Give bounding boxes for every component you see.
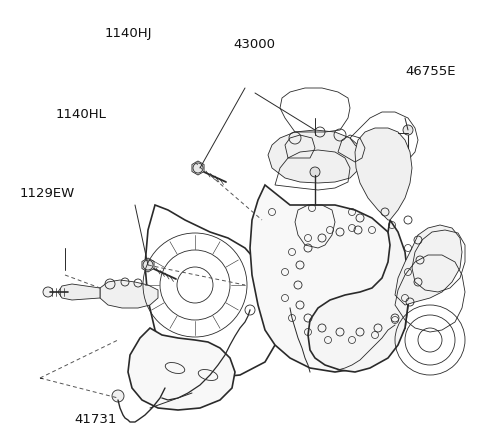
Polygon shape	[250, 185, 408, 372]
Text: 43000: 43000	[233, 38, 276, 51]
Text: 41731: 41731	[75, 413, 117, 426]
Polygon shape	[395, 225, 462, 305]
Circle shape	[310, 167, 320, 177]
Circle shape	[43, 287, 53, 297]
Polygon shape	[128, 328, 235, 410]
Text: 46755E: 46755E	[406, 65, 456, 78]
Polygon shape	[355, 128, 412, 220]
Text: 1129EW: 1129EW	[19, 187, 74, 200]
Circle shape	[112, 390, 124, 402]
Polygon shape	[100, 280, 158, 308]
Circle shape	[403, 125, 413, 135]
Polygon shape	[192, 161, 204, 175]
Polygon shape	[308, 220, 408, 372]
Text: 1140HL: 1140HL	[55, 108, 106, 121]
Polygon shape	[142, 258, 154, 272]
Text: 1140HJ: 1140HJ	[105, 27, 152, 40]
Polygon shape	[268, 130, 362, 183]
Polygon shape	[58, 284, 100, 300]
